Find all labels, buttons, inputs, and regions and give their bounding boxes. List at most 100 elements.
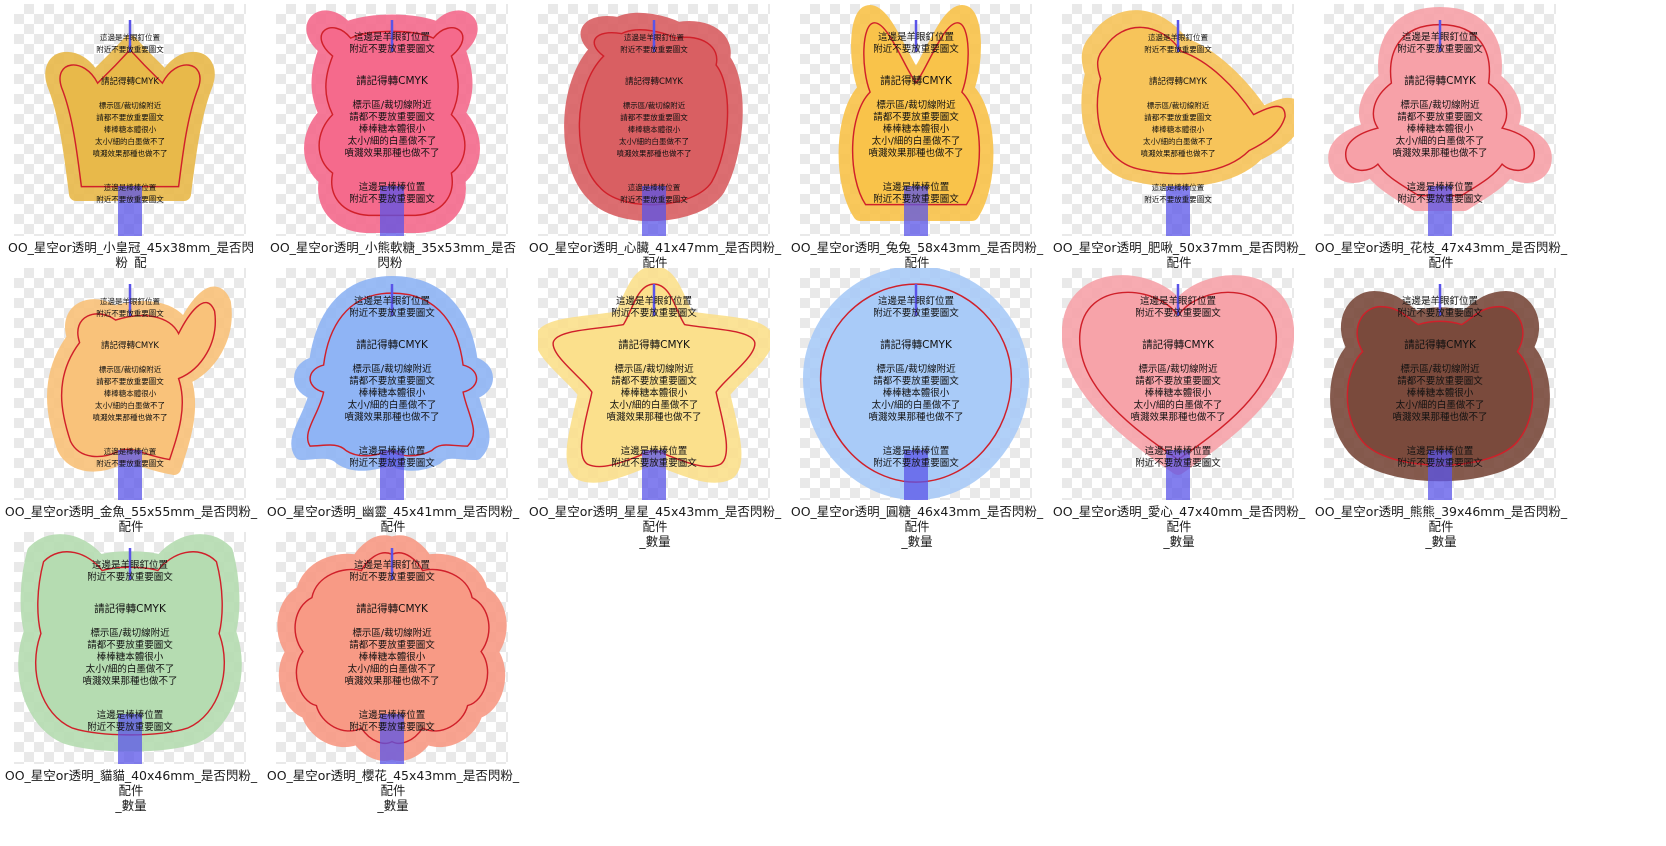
guide-mid-line1: 標示區/裁切線附近 <box>1147 100 1210 110</box>
guide-mid-line5: 噴濺效果那種也做不了 <box>82 675 177 687</box>
file-thumbnail[interactable]: 這邊是羊眼釘位置 附近不要放重要圖文 請記得轉CMYK 標示區/裁切線附近 請都不要放重… <box>1062 4 1294 236</box>
file-thumbnail[interactable]: 這邊是羊眼釘位置 附近不要放重要圖文 請記得轉CMYK 標示區/裁切線附近 請都不要放重… <box>276 268 508 500</box>
guide-top-line1: 這邊是羊眼釘位置 <box>1140 295 1216 307</box>
file-thumbnail[interactable]: 這邊是羊眼釘位置 附近不要放重要圖文 請記得轉CMYK 標示區/裁切線附近 請都不要放重… <box>1062 268 1294 500</box>
file-thumbnail[interactable]: 這邊是羊眼釘位置 附近不要放重要圖文 請記得轉CMYK 標示區/裁切線附近 請都不要放重… <box>14 4 246 236</box>
guide-mid-line5: 噴濺效果那種也做不了 <box>344 411 439 423</box>
file-item[interactable]: 這邊是羊眼釘位置 附近不要放重要圖文 請記得轉CMYK 標示區/裁切線附近 請都不要放重… <box>524 0 786 286</box>
file-name-line1: OO_星空or透明_貓貓_40x46mm_是否閃粉_配件 <box>4 768 258 798</box>
file-thumbnail[interactable]: 這邊是羊眼釘位置 附近不要放重要圖文 請記得轉CMYK 標示區/裁切線附近 請都不要放重… <box>14 532 246 764</box>
file-thumbnail[interactable]: 這邊是羊眼釘位置 附近不要放重要圖文 請記得轉CMYK 標示區/裁切線附近 請都不要放重… <box>800 268 1032 500</box>
guide-mid-line5: 噴濺效果那種也做不了 <box>617 148 692 158</box>
guide-bottom-line1: 這邊是棒棒位置 <box>883 181 950 193</box>
guide-mid-line3: 棒棒糖本體很小 <box>1145 387 1212 399</box>
file-name[interactable]: OO_星空or透明_貓貓_40x46mm_是否閃粉_配件 _數量 <box>2 768 260 813</box>
guide-mid-line2: 請都不要放重要圖文 <box>611 375 697 387</box>
file-item[interactable]: 這邊是羊眼釘位置 附近不要放重要圖文 請記得轉CMYK 標示區/裁切線附近 請都不要放重… <box>0 0 262 286</box>
file-item[interactable]: 這邊是羊眼釘位置 附近不要放重要圖文 請記得轉CMYK 標示區/裁切線附近 請都不要放重… <box>0 528 262 814</box>
guide-bottom-line1: 這邊是棒棒位置 <box>97 709 164 721</box>
guide-top-line1: 這邊是羊眼釘位置 <box>1148 32 1208 42</box>
guide-mid-line1: 標示區/裁切線附近 <box>876 99 956 111</box>
file-name[interactable]: OO_星空or透明_櫻花_45x43mm_是否閃粉_配件 _數量 <box>264 768 522 813</box>
file-name[interactable]: OO_星空or透明_星星_45x43mm_是否閃粉_配件 _數量 <box>526 504 784 549</box>
guide-top-line2: 附近不要放重要圖文 <box>1397 43 1483 55</box>
guide-bottom-line1: 這邊是棒棒位置 <box>883 445 950 457</box>
file-item[interactable]: 這邊是羊眼釘位置 附近不要放重要圖文 請記得轉CMYK 標示區/裁切線附近 請都不要放重… <box>1310 264 1572 550</box>
guide-top-line1: 這邊是羊眼釘位置 <box>100 296 160 306</box>
file-thumbnail[interactable]: 這邊是羊眼釘位置 附近不要放重要圖文 請記得轉CMYK 標示區/裁切線附近 請都不要放重… <box>538 4 770 236</box>
guide-bottom-line1: 這邊是棒棒位置 <box>104 446 157 456</box>
stick-marker <box>118 186 142 236</box>
guide-mid-line2: 請都不要放重要圖文 <box>87 639 173 651</box>
file-thumbnail[interactable]: 這邊是羊眼釘位置 附近不要放重要圖文 請記得轉CMYK 標示區/裁切線附近 請都不要放重… <box>14 268 246 500</box>
guide-mid-line1: 標示區/裁切線附近 <box>99 100 162 110</box>
guide-mid-line4: 太小/細的白墨做不了 <box>86 663 175 675</box>
file-item[interactable]: 這邊是羊眼釘位置 附近不要放重要圖文 請記得轉CMYK 標示區/裁切線附近 請都不要放重… <box>1048 264 1310 550</box>
guide-mid-line5: 噴濺效果那種也做不了 <box>1392 147 1487 159</box>
guide-top-line2: 附近不要放重要圖文 <box>620 44 688 54</box>
file-item[interactable]: 這邊是羊眼釘位置 附近不要放重要圖文 請記得轉CMYK 標示區/裁切線附近 請都不要放重… <box>1048 0 1310 286</box>
guide-mid-line4: 太小/細的白墨做不了 <box>1134 399 1223 411</box>
file-thumbnail[interactable]: 這邊是羊眼釘位置 附近不要放重要圖文 請記得轉CMYK 標示區/裁切線附近 請都不要放重… <box>800 4 1032 236</box>
guide-top-line2: 附近不要放重要圖文 <box>349 307 435 319</box>
file-name-line1: OO_星空or透明_肥啾_50x37mm_是否閃粉_配件 <box>1052 240 1306 270</box>
file-name[interactable]: OO_星空or透明_愛心_47x40mm_是否閃粉_配件 _數量 <box>1050 504 1308 549</box>
guide-bottom-line1: 這邊是棒棒位置 <box>1407 445 1474 457</box>
file-item[interactable]: 這邊是羊眼釘位置 附近不要放重要圖文 請記得轉CMYK 標示區/裁切線附近 請都不要放重… <box>262 528 524 814</box>
file-name[interactable]: OO_星空or透明_圓糖_46x43mm_是否閃粉_配件 _數量 <box>788 504 1046 549</box>
guide-mid-line4: 太小/細的白墨做不了 <box>348 399 437 411</box>
guide-mid-line2: 請都不要放重要圖文 <box>1397 375 1483 387</box>
file-item[interactable]: 這邊是羊眼釘位置 附近不要放重要圖文 請記得轉CMYK 標示區/裁切線附近 請都不要放重… <box>262 0 524 286</box>
file-item[interactable]: 這邊是羊眼釘位置 附近不要放重要圖文 請記得轉CMYK 標示區/裁切線附近 請都不要放重… <box>0 264 262 550</box>
stick-marker <box>1166 186 1190 236</box>
guide-mid-line2: 請都不要放重要圖文 <box>349 111 435 123</box>
file-thumbnail[interactable]: 這邊是羊眼釘位置 附近不要放重要圖文 請記得轉CMYK 標示區/裁切線附近 請都不要放重… <box>538 268 770 500</box>
guide-cmyk-note: 請記得轉CMYK <box>880 74 953 87</box>
file-name-line1: OO_星空or透明_熊熊_39x46mm_是否閃粉_配件 <box>1314 504 1568 534</box>
guide-bottom-line1: 這邊是棒棒位置 <box>359 709 426 721</box>
stick-marker <box>904 186 928 236</box>
guide-mid-line3: 棒棒糖本體很小 <box>359 387 426 399</box>
file-item[interactable]: 這邊是羊眼釘位置 附近不要放重要圖文 請記得轉CMYK 標示區/裁切線附近 請都不要放重… <box>1310 0 1572 286</box>
file-item[interactable]: 這邊是羊眼釘位置 附近不要放重要圖文 請記得轉CMYK 標示區/裁切線附近 請都不要放重… <box>786 264 1048 550</box>
guide-top-line1: 這邊是羊眼釘位置 <box>624 32 684 42</box>
guide-top-line1: 這邊是羊眼釘位置 <box>878 295 954 307</box>
file-item[interactable]: 這邊是羊眼釘位置 附近不要放重要圖文 請記得轉CMYK 標示區/裁切線附近 請都不要放重… <box>786 0 1048 286</box>
guide-mid-line1: 標示區/裁切線附近 <box>623 100 686 110</box>
guide-mid-line4: 太小/細的白墨做不了 <box>95 400 165 410</box>
guide-mid-line2: 請都不要放重要圖文 <box>96 112 164 122</box>
file-item[interactable]: 這邊是羊眼釘位置 附近不要放重要圖文 請記得轉CMYK 標示區/裁切線附近 請都不要放重… <box>262 264 524 550</box>
guide-cmyk-note: 請記得轉CMYK <box>1404 74 1477 87</box>
file-thumbnail[interactable]: 這邊是羊眼釘位置 附近不要放重要圖文 請記得轉CMYK 標示區/裁切線附近 請都不要放重… <box>1324 268 1556 500</box>
guide-mid-line3: 棒棒糖本體很小 <box>359 651 426 663</box>
guide-cmyk-note: 請記得轉CMYK <box>1404 338 1477 351</box>
file-name[interactable]: OO_星空or透明_熊熊_39x46mm_是否閃粉_配件 _數量 <box>1312 504 1570 549</box>
stick-marker <box>118 450 142 500</box>
guide-mid-line4: 太小/細的白墨做不了 <box>619 136 689 146</box>
guide-mid-line4: 太小/細的白墨做不了 <box>1396 135 1485 147</box>
guide-bottom-line1: 這邊是棒棒位置 <box>1407 181 1474 193</box>
guide-mid-line5: 噴濺效果那種也做不了 <box>1141 148 1216 158</box>
guide-top-line2: 附近不要放重要圖文 <box>96 44 164 54</box>
guide-mid-line5: 噴濺效果那種也做不了 <box>868 147 963 159</box>
file-thumbnail[interactable]: 這邊是羊眼釘位置 附近不要放重要圖文 請記得轉CMYK 標示區/裁切線附近 請都不要放重… <box>276 4 508 236</box>
guide-mid-line5: 噴濺效果那種也做不了 <box>868 411 963 423</box>
guide-bottom-line2: 附近不要放重要圖文 <box>1397 193 1483 205</box>
guide-mid-line1: 標示區/裁切線附近 <box>99 364 162 374</box>
file-item[interactable]: 這邊是羊眼釘位置 附近不要放重要圖文 請記得轉CMYK 標示區/裁切線附近 請都不要放重… <box>524 264 786 550</box>
file-name-line2: _數量 <box>639 534 671 549</box>
guide-mid-line1: 標示區/裁切線附近 <box>1400 99 1480 111</box>
guide-bottom-line1: 這邊是棒棒位置 <box>1145 445 1212 457</box>
guide-bottom-line1: 這邊是棒棒位置 <box>104 182 157 192</box>
guide-cmyk-note: 請記得轉CMYK <box>1142 338 1215 351</box>
guide-bottom-line2: 附近不要放重要圖文 <box>1144 194 1212 204</box>
file-thumbnail[interactable]: 這邊是羊眼釘位置 附近不要放重要圖文 請記得轉CMYK 標示區/裁切線附近 請都不要放重… <box>276 532 508 764</box>
file-name-line1: OO_星空or透明_小皇冠_45x38mm_是否閃粉_配 <box>7 240 255 270</box>
guide-mid-line3: 棒棒糖本體很小 <box>621 387 688 399</box>
guide-cmyk-note: 請記得轉CMYK <box>618 338 691 351</box>
stick-marker <box>642 450 666 500</box>
guide-cmyk-note: 請記得轉CMYK <box>1149 76 1207 87</box>
file-thumbnail[interactable]: 這邊是羊眼釘位置 附近不要放重要圖文 請記得轉CMYK 標示區/裁切線附近 請都不要放重… <box>1324 4 1556 236</box>
